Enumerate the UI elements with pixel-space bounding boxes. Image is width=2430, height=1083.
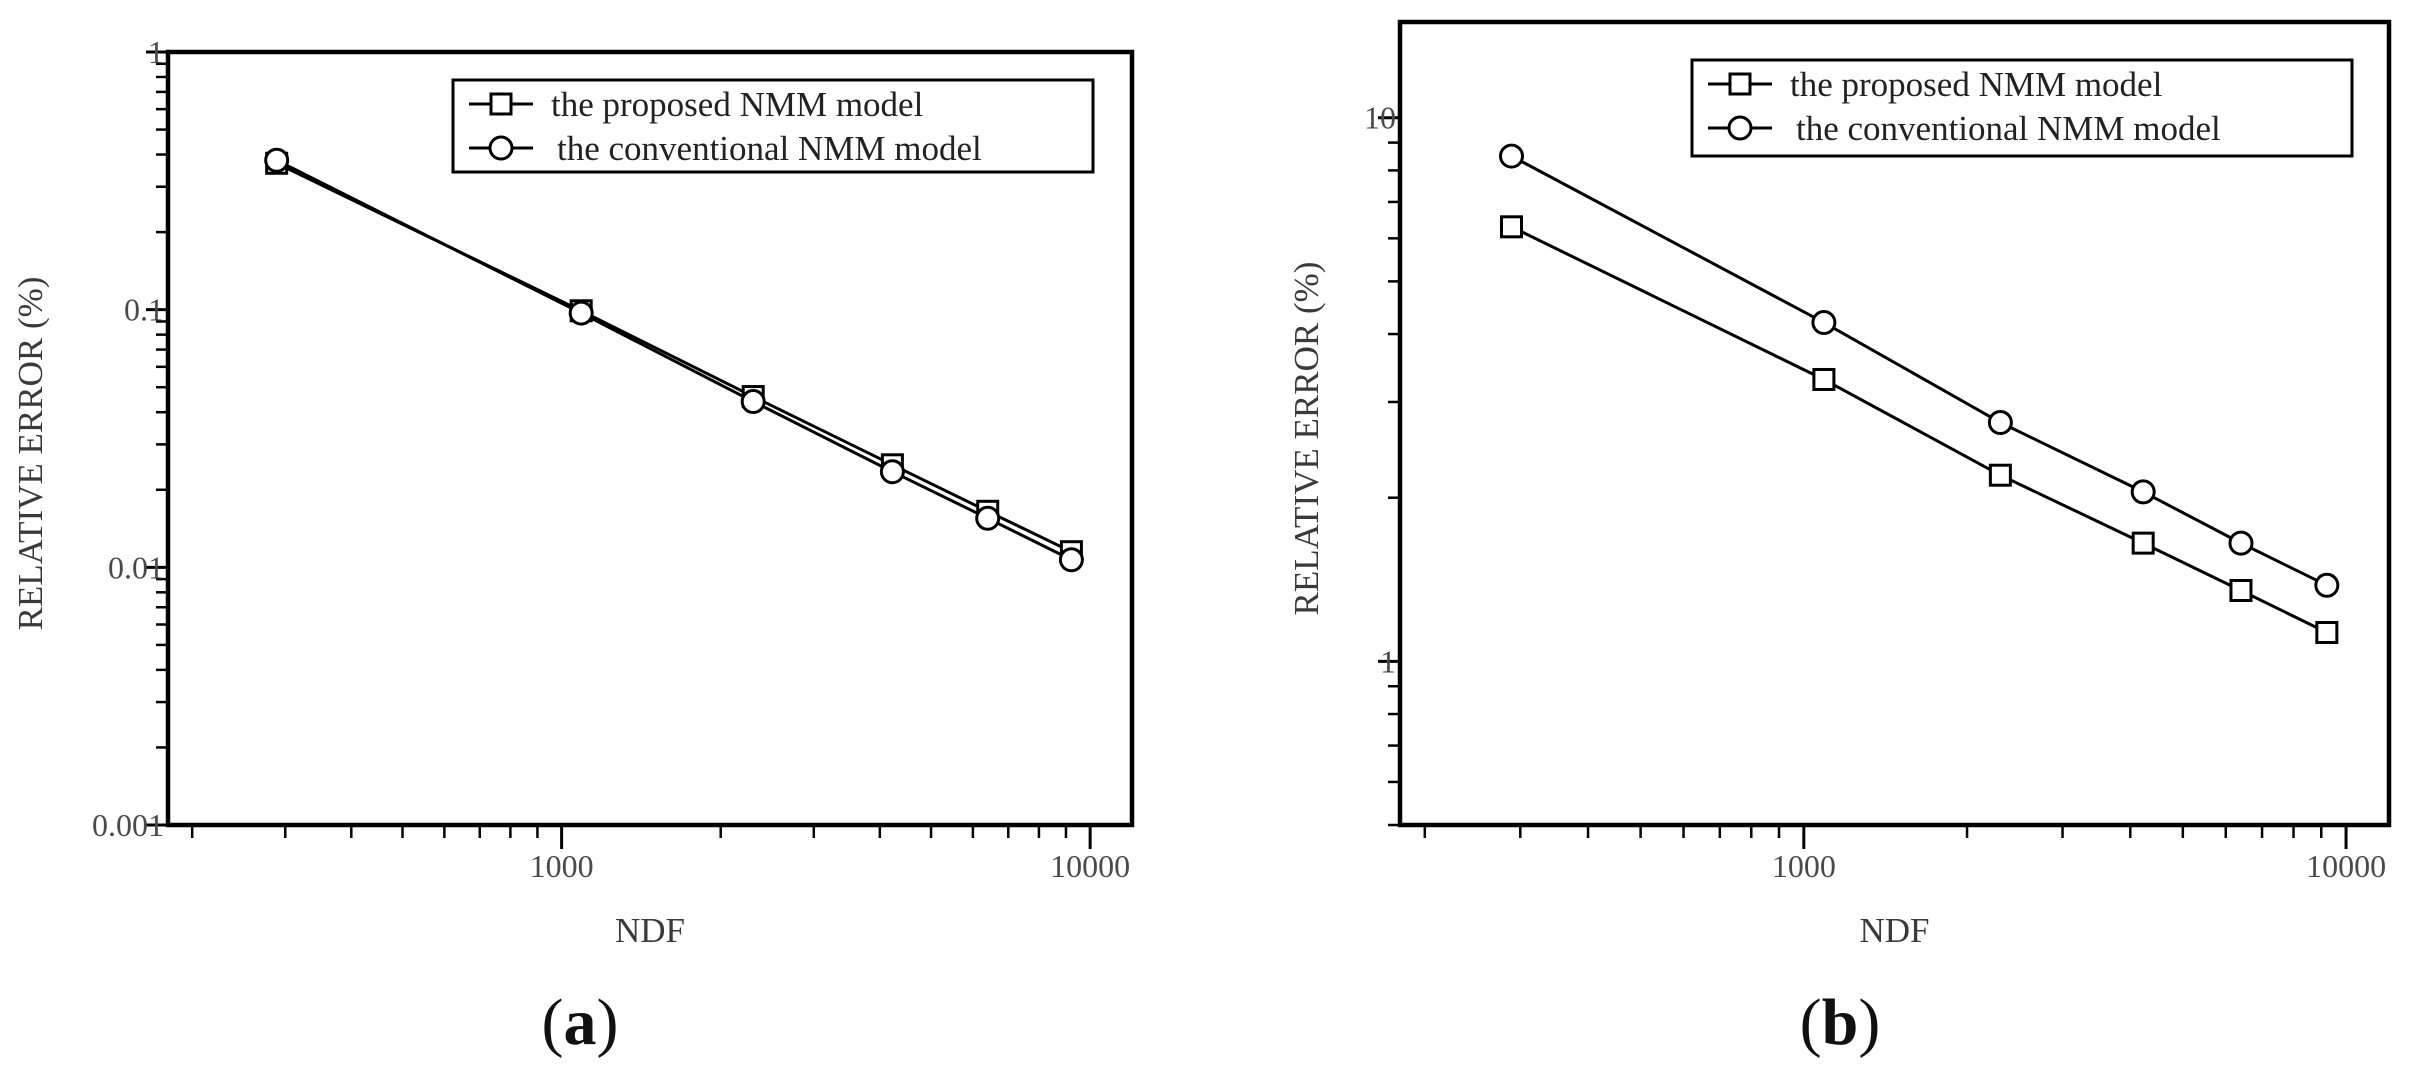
data-point-square [2229, 578, 2253, 602]
plot-frame [1397, 19, 2392, 828]
legend-box [451, 78, 1095, 174]
x-axis-title: NDF [615, 911, 685, 950]
legend-label: the proposed NMM model [551, 85, 924, 124]
y-tick-label: 0.1 [124, 292, 164, 328]
chart-panel-b: 1000 10000 1 10 NDF RELATIVE ERROR (%) the pro… [1287, 19, 2392, 950]
data-point-circle [2314, 572, 2340, 598]
legend-square-marker [1728, 72, 1752, 96]
data-point-square [1499, 215, 1523, 239]
series-line-2 [1510, 154, 2328, 587]
data-point-circle [568, 300, 594, 326]
data-point-square [2131, 531, 2155, 555]
data-point-circle [2130, 479, 2156, 505]
y-tick-label: 1 [1380, 643, 1396, 679]
x-tick-label: 10000 [1050, 848, 1130, 884]
series-line-2 [276, 158, 1073, 562]
legend-circle-marker [488, 135, 514, 161]
data-point-circle [1498, 143, 1524, 169]
panel-label-a: (a) [541, 986, 619, 1059]
y-tick-label: 1 [148, 34, 164, 70]
data-point-circle [1058, 547, 1084, 573]
x-tick-label: 10000 [2306, 848, 2386, 884]
data-point-circle [2228, 530, 2254, 556]
data-point-circle [1811, 310, 1837, 336]
data-point-circle [264, 147, 290, 173]
data-point-circle [740, 389, 766, 415]
y-tick-label: 0.01 [108, 549, 164, 585]
x-axis-title: NDF [1859, 911, 1929, 950]
legend-circle-marker [1727, 115, 1753, 141]
legend-box [1690, 58, 2354, 158]
plot-frame [165, 49, 1135, 828]
data-point-circle [1987, 410, 2013, 436]
legend-label: the conventional NMM model [1796, 109, 2221, 148]
chart-panel-a: 1000 10000 0.001 0.01 0.1 1 NDF RELATIVE ERROR … [11, 34, 1135, 950]
series-line-1 [1510, 225, 2328, 634]
panel-label-b: (b) [1799, 986, 1881, 1059]
data-point-circle [879, 459, 905, 485]
legend-label: the conventional NMM model [557, 129, 982, 168]
y-tick-label: 10 [1364, 100, 1396, 136]
data-point-circle [975, 505, 1001, 531]
y-axis-title: RELATIVE ERROR (%) [11, 277, 50, 631]
data-point-square [1812, 367, 1836, 391]
data-point-square [1988, 463, 2012, 487]
x-tick-label: 1000 [1772, 848, 1836, 884]
legend-label: the proposed NMM model [1790, 65, 2163, 104]
x-tick-label: 1000 [530, 848, 594, 884]
y-axis-title: RELATIVE ERROR (%) [1287, 262, 1326, 616]
y-tick-label: 0.001 [92, 807, 164, 843]
data-point-square [2315, 620, 2339, 644]
legend-square-marker [489, 92, 513, 116]
